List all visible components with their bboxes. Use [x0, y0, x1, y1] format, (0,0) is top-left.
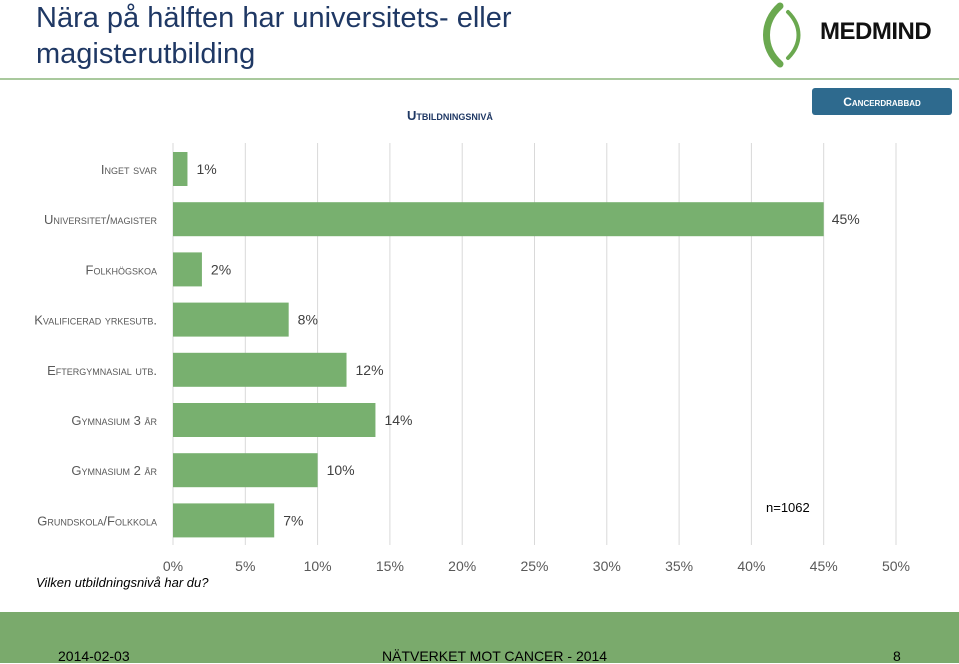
category-label: Grundskola/Folkkola [37, 513, 157, 528]
question-text: Vilken utbildningsnivå har du? [36, 575, 209, 590]
value-label: 2% [211, 261, 231, 277]
header-divider [0, 78, 959, 80]
category-label: Kvalificerad yrkesutb. [34, 313, 157, 328]
logo-text: MEDMIND [820, 18, 932, 45]
x-tick-label: 15% [376, 558, 404, 574]
value-label: 10% [327, 462, 355, 478]
footer-date: 2014-02-03 [58, 648, 130, 664]
bar [173, 202, 824, 237]
value-label: 8% [298, 312, 318, 328]
bar [173, 403, 376, 437]
medmind-logo: MEDMIND [758, 2, 953, 68]
value-label: 45% [832, 211, 860, 227]
category-label: Gymnasium 2 år [71, 463, 157, 478]
value-label: 1% [196, 161, 216, 177]
bar [173, 252, 202, 287]
x-tick-label: 35% [665, 558, 693, 574]
x-tick-label: 30% [593, 558, 621, 574]
x-tick-label: 20% [448, 558, 476, 574]
chart-heading: Utbildningsnivå [407, 108, 493, 123]
x-tick-label: 40% [737, 558, 765, 574]
value-label: 14% [384, 412, 412, 428]
bar [173, 152, 188, 186]
value-label: 7% [283, 512, 303, 528]
x-tick-label: 0% [163, 558, 183, 574]
logo-bracket-icon [763, 2, 801, 68]
cancerdrabbad-tag: Cancerdrabbad [812, 88, 952, 115]
footer-bar [0, 612, 959, 663]
category-label: Folkhögskoa [86, 262, 157, 277]
footer-page: 8 [893, 648, 901, 664]
x-tick-label: 25% [520, 558, 548, 574]
value-label: 12% [356, 362, 384, 378]
bar [173, 352, 347, 387]
category-label: Universitet/magister [44, 212, 158, 227]
x-tick-label: 10% [304, 558, 332, 574]
page-title: Nära på hälften har universitets- eller … [36, 2, 512, 70]
bar [173, 302, 289, 337]
x-tick-label: 50% [882, 558, 910, 574]
category-label: Gymnasium 3 år [71, 413, 157, 428]
footer-center: NÄTVERKET MOT CANCER - 2014 [382, 648, 608, 664]
category-label: Inget svar [101, 162, 158, 177]
bar [173, 503, 275, 538]
category-label: Eftergymnasial utb. [47, 363, 157, 378]
bar [173, 453, 318, 488]
x-tick-label: 45% [810, 558, 838, 574]
sample-size: n=1062 [766, 500, 810, 515]
bar-chart: 0% 5% 10% 15% 20% 25% 30% 35% 40% 45% 50% Inget sva… [34, 143, 910, 574]
x-tick-label: 5% [235, 558, 255, 574]
